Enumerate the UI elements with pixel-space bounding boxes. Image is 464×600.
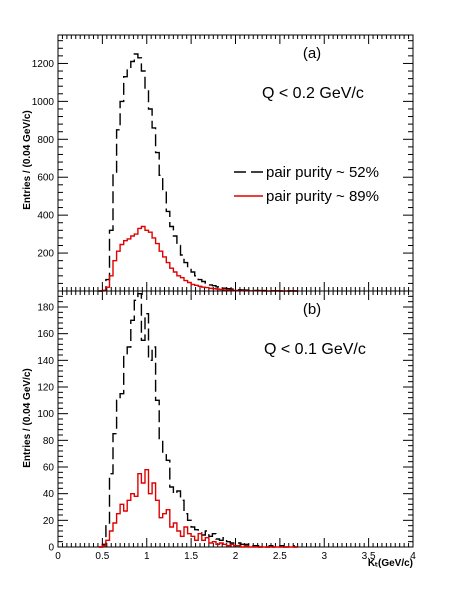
panel-b-label: (b): [303, 301, 321, 318]
panel-b-y-tick-label: 160: [37, 329, 54, 340]
panel-b-y-tick-label: 180: [37, 303, 54, 314]
panel-b-x-tick-label: 2.5: [273, 551, 287, 562]
panel-b-x-tick-label: 4: [410, 551, 416, 562]
panel-b-y-tick-label: 80: [43, 436, 55, 447]
panel-b-x-tick-label: 1.5: [184, 551, 198, 562]
panel-b-y-tick-label: 20: [43, 516, 55, 527]
panel-b-y-tick-label: 0: [48, 543, 54, 554]
panel-a-series-purity-89: [98, 225, 298, 292]
panel-a-y-axis-title: Entries / (0.04 GeV/c): [22, 110, 33, 210]
panel-b-x-tick-label: 3: [321, 551, 327, 562]
panel-b-frame: [57, 290, 414, 548]
panel-a-y-tick-label: 600: [37, 173, 54, 184]
panel-b-y-tick-label: 40: [43, 489, 55, 500]
panel-b-x-tick-label: 0: [55, 551, 61, 562]
legend-label-purity-52: pair purity ~ 52%: [266, 164, 379, 181]
panel-b-y-tick-label: 120: [37, 383, 54, 394]
panel-a-y-tick-label: 200: [37, 249, 54, 260]
panel-b: Entries / (0.04 GeV/c) (b) Q < 0.1 GeV/c…: [22, 290, 416, 569]
panel-a-y-tick-label: 400: [37, 211, 54, 222]
panel-b-x-axis-title: Kₜ(GeV/c): [368, 558, 413, 569]
legend-label-purity-89: pair purity ~ 89%: [266, 188, 379, 205]
panel-a-legend: pair purity ~ 52% pair purity ~ 89%: [234, 164, 379, 205]
panel-b-q-annotation: Q < 0.1 GeV/c: [264, 341, 366, 358]
panel-b-x-tick-label: 2: [233, 551, 239, 562]
panel-b-y-tick-label: 140: [37, 356, 54, 367]
panel-a-q-annotation: Q < 0.2 GeV/c: [262, 85, 364, 102]
panel-a-y-tick-label: 800: [37, 135, 54, 146]
panel-b-series-purity-89: [98, 469, 298, 548]
panel-a-frame: [57, 34, 414, 292]
panel-b-x-tick-label: 1: [144, 551, 150, 562]
panel-a: Entries / (0.04 GeV/c) (a) Q < 0.2 GeV/c…: [22, 34, 414, 292]
panel-b-y-tick-label: 60: [43, 463, 55, 474]
panel-a-y-tick-label: 1000: [32, 97, 55, 108]
panel-b-y-tick-label: 100: [37, 409, 54, 420]
panel-b-series-purity-52: [98, 293, 298, 548]
panel-a-label: (a): [303, 45, 321, 62]
panel-b-x-tick-label: 3.5: [362, 551, 376, 562]
panel-a-y-tick-label: 1200: [32, 59, 55, 70]
panel-b-y-axis-title: Entries / (0.04 GeV/c): [22, 368, 33, 468]
panel-b-x-tick-label: 0.5: [95, 551, 109, 562]
